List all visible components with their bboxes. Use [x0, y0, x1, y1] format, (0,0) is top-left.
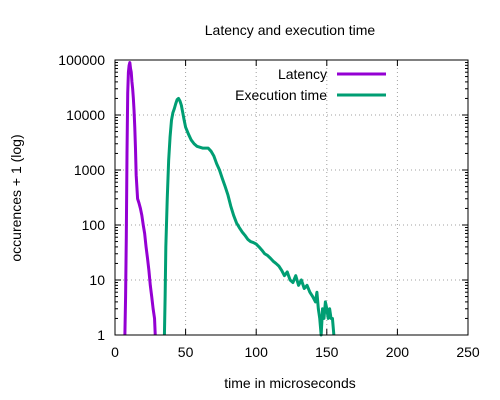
- x-tick-label: 250: [456, 344, 480, 360]
- plot-frame: [114, 59, 469, 336]
- x-tick-label: 100: [245, 344, 269, 360]
- x-axis-label: time in microseconds: [224, 375, 356, 391]
- y-tick-label: 1: [97, 327, 105, 343]
- y-axis-label: occurences + 1 (log): [8, 134, 24, 261]
- x-tick-label: 0: [111, 344, 119, 360]
- x-tick-label: 200: [386, 344, 410, 360]
- chart-title: Latency and execution time: [205, 22, 376, 38]
- y-tick-label: 1000: [74, 162, 105, 178]
- y-tick-label: 100: [82, 217, 106, 233]
- y-tick-label: 10000: [66, 107, 105, 123]
- legend-entry-latency-label: Latency: [278, 66, 327, 82]
- legend-entry-execution-time-label: Execution time: [235, 87, 327, 103]
- ticks: 0 50 100 150 200 250 1 10 100 1000 10000 100000: [58, 52, 480, 360]
- series-layer: [123, 61, 336, 337]
- series-line-latency: [123, 61, 157, 336]
- legend: Latency Execution time: [235, 66, 386, 103]
- y-tick-label: 100000: [58, 52, 105, 68]
- x-tick-label: 150: [315, 344, 339, 360]
- x-tick-label: 50: [178, 344, 194, 360]
- series-line-execution-time: [162, 96, 336, 337]
- y-tick-label: 10: [89, 272, 105, 288]
